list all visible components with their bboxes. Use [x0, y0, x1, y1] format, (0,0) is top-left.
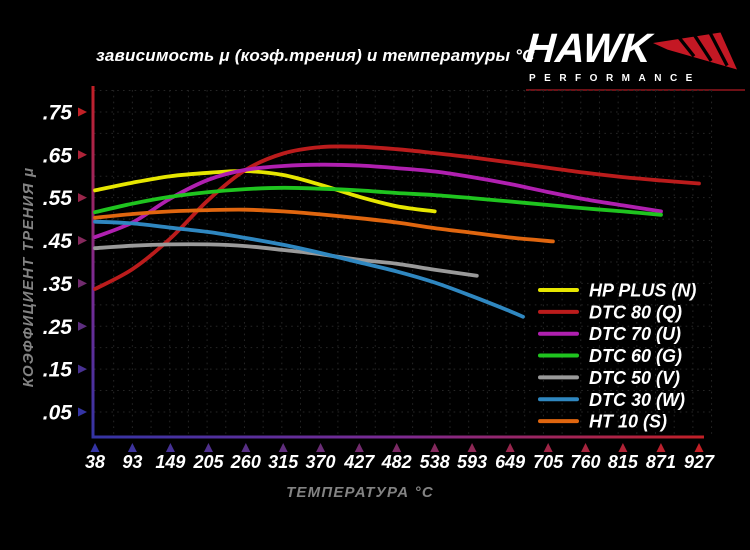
y-tick-label: .35	[43, 273, 73, 296]
x-tick-arrow	[581, 443, 591, 452]
x-tick-label: 705	[533, 452, 564, 472]
y-tick-label: .55	[43, 187, 73, 210]
y-axis-title: КОЭФФИЦИЕНТ ТРЕНИЯ μ	[20, 167, 37, 388]
y-tick-arrow	[78, 407, 87, 417]
x-tick-arrow	[90, 443, 100, 452]
x-tick-arrow	[278, 443, 288, 452]
x-tick-arrow	[165, 443, 175, 452]
x-tick-label: 38	[85, 452, 105, 472]
x-tick-arrow	[241, 443, 251, 452]
curve-dtc-30-w	[93, 219, 525, 319]
legend-label-dtc-50-v: DTC 50 (V)	[589, 368, 680, 388]
y-tick-label: .15	[43, 359, 73, 382]
y-tick-label: .45	[43, 230, 73, 253]
x-tick-arrow	[656, 443, 666, 452]
legend-label-dtc-80-q: DTC 80 (Q)	[589, 302, 682, 322]
x-tick-arrow	[618, 443, 628, 452]
x-tick-label: 427	[343, 452, 375, 472]
legend-label-dtc-30-w: DTC 30 (W)	[589, 390, 685, 410]
x-tick-arrow	[316, 443, 326, 452]
curve-ht-10-s	[93, 207, 555, 244]
x-tick-label: 370	[306, 452, 336, 472]
x-tick-arrow	[694, 443, 704, 452]
x-tick-label: 593	[457, 452, 487, 472]
x-tick-label: 927	[684, 452, 715, 472]
x-tick-arrow	[467, 443, 477, 452]
hawk-logo: HAWK PERFORMANCE	[524, 25, 746, 91]
logo-row: HAWK	[524, 25, 746, 71]
y-tick-arrow	[78, 278, 87, 288]
y-tick-arrow	[78, 150, 87, 160]
x-tick-label: 538	[420, 452, 450, 472]
y-tick-label: .65	[43, 144, 73, 167]
curve-dtc-70-u	[93, 162, 663, 239]
x-tick-arrow	[505, 443, 515, 452]
x-axis-title: ТЕМПЕРАТУРА °C	[286, 484, 434, 501]
y-tick-arrow	[78, 193, 87, 203]
x-tick-arrow	[354, 443, 364, 452]
page-title: зависимость μ (коэф.трения) и температур…	[96, 46, 535, 65]
legend: HP PLUS (N)DTC 80 (Q)DTC 70 (U)DTC 60 (G…	[538, 281, 696, 432]
y-tick-label: .05	[43, 401, 73, 424]
y-tick-label: .75	[43, 101, 73, 124]
y-tick-label: .25	[43, 316, 73, 339]
logo-subtitle: PERFORMANCE	[529, 73, 701, 84]
legend-label-ht-10-s: HT 10 (S)	[589, 412, 667, 432]
x-tick-label: 871	[646, 452, 676, 472]
x-tick-label: 649	[495, 452, 525, 472]
y-tick-arrow	[78, 364, 87, 374]
x-tick-label: 93	[122, 452, 142, 472]
y-tick-arrow	[78, 236, 87, 246]
x-tick-label: 205	[192, 452, 224, 472]
x-tick-label: 815	[608, 452, 639, 472]
x-tick-arrow	[543, 443, 553, 452]
curve-dtc-50-v	[93, 242, 479, 278]
legend-label-dtc-60-g: DTC 60 (G)	[589, 346, 682, 366]
y-tick-arrow	[78, 107, 87, 117]
x-tick-arrow	[203, 443, 213, 452]
x-tick-label: 315	[268, 452, 299, 472]
x-tick-arrow	[127, 443, 137, 452]
x-tick-label: 260	[230, 452, 261, 472]
curve-hp-plus-n	[93, 169, 437, 214]
grid	[94, 90, 713, 436]
y-tick-arrow	[78, 321, 87, 331]
logo-underline	[526, 89, 745, 91]
legend-label-dtc-70-u: DTC 70 (U)	[589, 324, 681, 344]
x-tick-label: 149	[155, 452, 185, 472]
x-tick-arrow	[430, 443, 440, 452]
legend-label-hp-plus-n: HP PLUS (N)	[589, 281, 696, 301]
x-tick-label: 482	[381, 452, 412, 472]
x-tick-label: 760	[571, 452, 601, 472]
x-tick-arrow	[392, 443, 402, 452]
curve-dtc-60-g	[93, 185, 663, 217]
hawk-wing-icon	[653, 31, 738, 70]
